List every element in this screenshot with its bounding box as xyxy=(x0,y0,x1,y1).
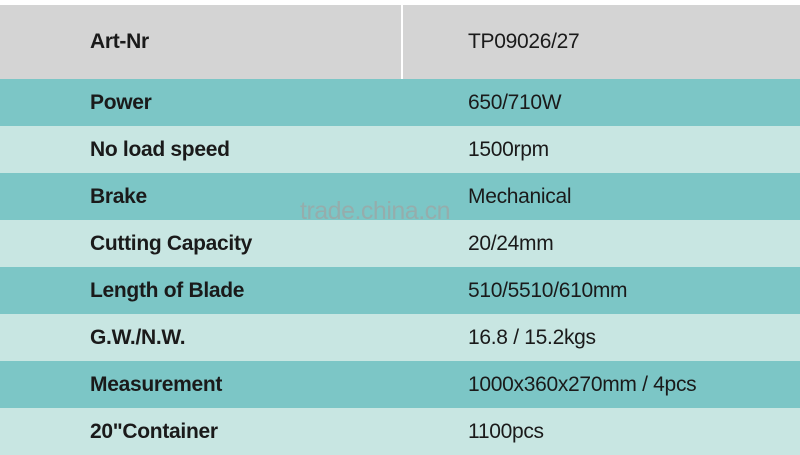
row-value: 16.8 / 15.2kgs xyxy=(468,325,596,349)
row-value: 510/5510/610mm xyxy=(468,278,628,302)
table-row: G.W./N.W. 16.8 / 15.2kgs xyxy=(0,314,800,361)
table-row: Power 650/710W xyxy=(0,79,800,126)
table-row: Cutting Capacity 20/24mm xyxy=(0,220,800,267)
column-divider xyxy=(401,5,403,79)
spec-table: Art-Nr TP09026/27 Power 650/710W No load… xyxy=(0,5,800,455)
table-row: Length of Blade 510/5510/610mm xyxy=(0,267,800,314)
row-value: 1100pcs xyxy=(468,419,544,443)
header-value: TP09026/27 xyxy=(468,30,580,53)
table-row: Measurement 1000x360x270mm / 4pcs xyxy=(0,361,800,408)
table-row: No load speed 1500rpm xyxy=(0,126,800,173)
row-label: Cutting Capacity xyxy=(90,231,253,255)
row-value: Mechanical xyxy=(468,184,572,208)
row-label: Brake xyxy=(90,184,147,208)
header-label: Art-Nr xyxy=(90,30,149,53)
row-value: 650/710W xyxy=(468,90,562,114)
row-value: 1500rpm xyxy=(468,137,549,161)
row-label: Length of Blade xyxy=(90,278,245,302)
row-label: G.W./N.W. xyxy=(90,325,186,349)
row-label: Measurement xyxy=(90,372,223,396)
row-label: No load speed xyxy=(90,137,230,161)
row-label: 20"Container xyxy=(90,419,218,443)
table-header-row: Art-Nr TP09026/27 xyxy=(0,5,800,79)
row-value: 20/24mm xyxy=(468,231,554,255)
table-row: 20"Container 1100pcs xyxy=(0,408,800,455)
table-row: Brake Mechanical xyxy=(0,173,800,220)
watermark: trade.china.cn xyxy=(300,197,451,225)
row-label: Power xyxy=(90,90,152,114)
row-value: 1000x360x270mm / 4pcs xyxy=(468,372,697,396)
